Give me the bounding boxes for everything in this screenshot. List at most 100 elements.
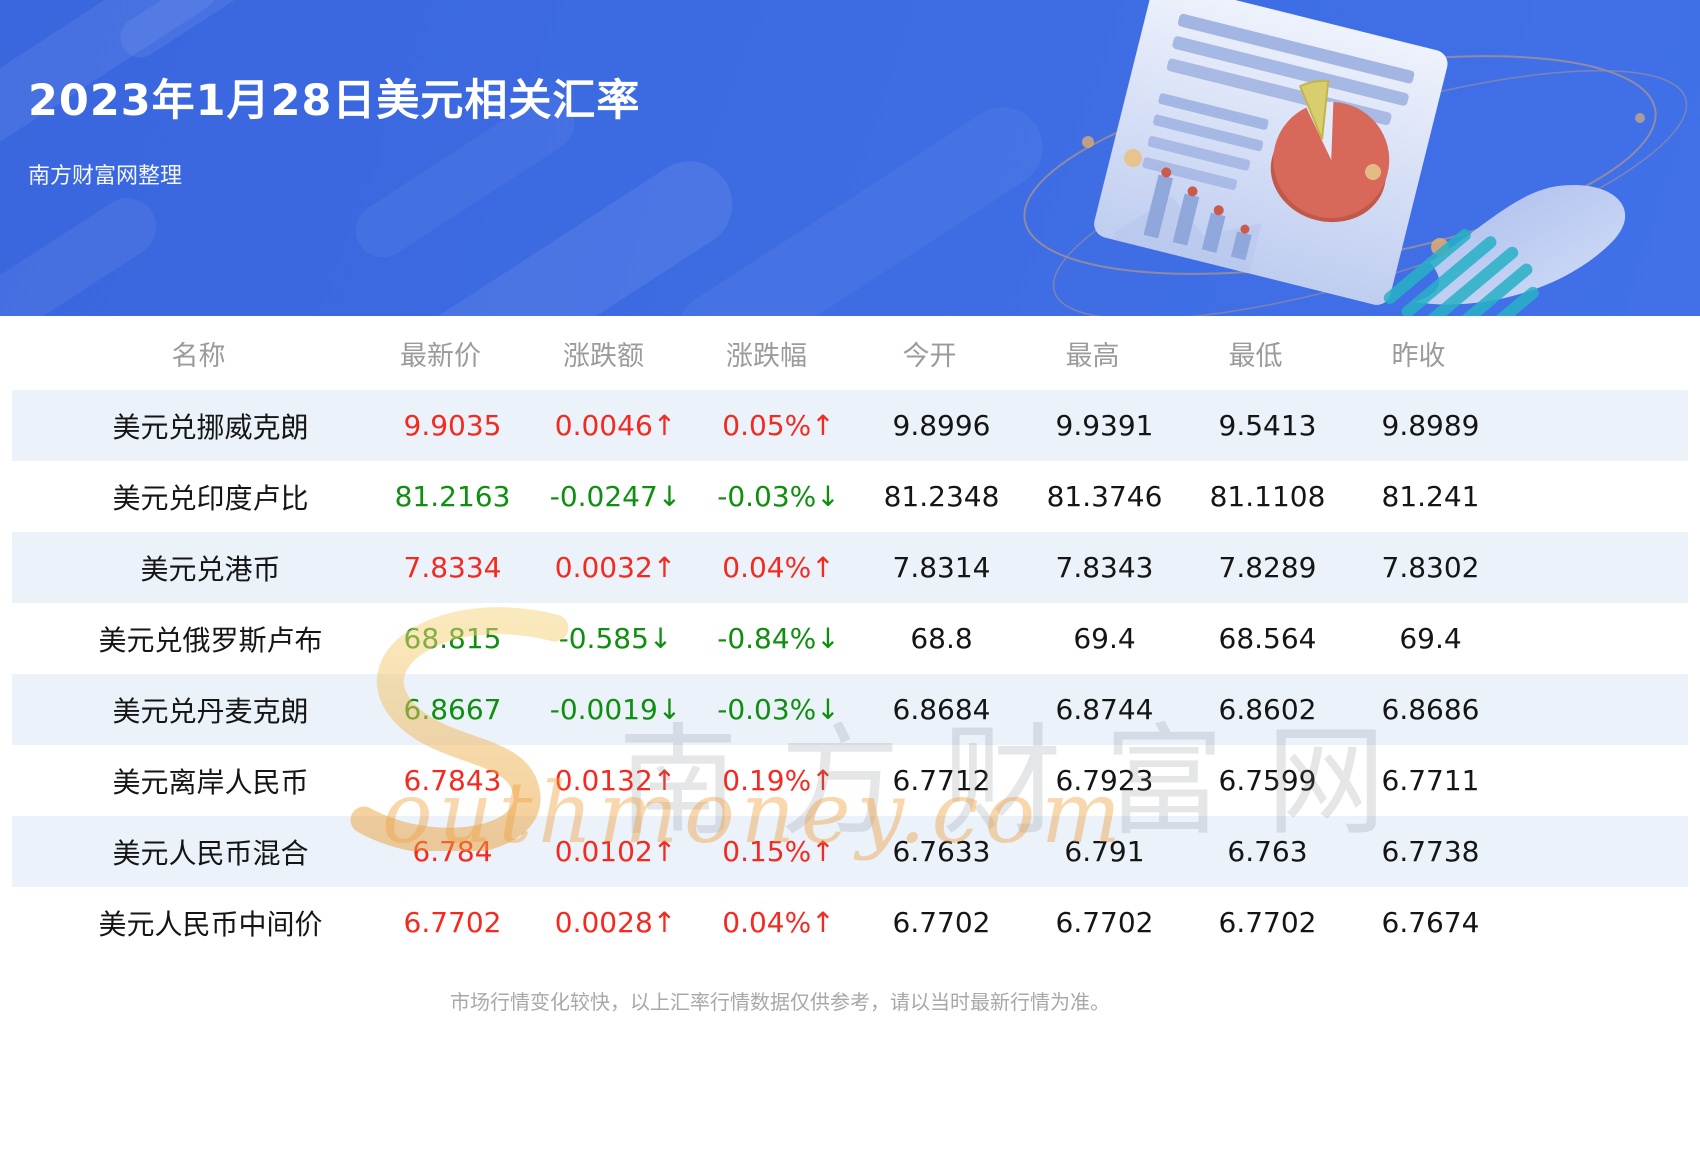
- pie-slice: [1298, 79, 1330, 140]
- cell-change: -0.585↓: [558, 622, 673, 655]
- cell-change: 0.0102↑: [554, 835, 677, 868]
- table-row: 美元兑俄罗斯卢布 68.815 -0.585↓ -0.84%↓ 68.8 69.4 68.5…: [12, 603, 1688, 674]
- cell-change-pct: 0.19%↑: [722, 764, 835, 797]
- bar-dots: [1161, 167, 1250, 234]
- cell-high: 81.3746: [1046, 480, 1163, 513]
- disclaimer-text: 市场行情变化较快，以上汇率行情数据仅供参考，请以当时最新行情为准。: [450, 990, 1110, 1014]
- cell-prev-close: 7.8302: [1381, 551, 1480, 584]
- cell-low: 6.8602: [1218, 693, 1317, 726]
- cell-high: 7.8343: [1055, 551, 1154, 584]
- cell-high: 6.791: [1064, 835, 1145, 868]
- text-line: [1158, 93, 1269, 130]
- table-row: 美元离岸人民币 6.7843 0.0132↑ 0.19%↑ 6.7712 6.7923 6.…: [12, 745, 1688, 816]
- column-header-prev-close: 昨收: [1391, 340, 1446, 372]
- cell-name: 美元离岸人民币: [112, 765, 309, 799]
- text-line: [1153, 114, 1264, 152]
- cell-high: 6.7702: [1055, 906, 1154, 939]
- cell-high: 9.9391: [1055, 409, 1154, 442]
- banner-stripe: [0, 187, 168, 316]
- cell-name: 美元兑港币: [140, 552, 281, 586]
- cell-name: 美元人民币混合: [112, 836, 309, 870]
- cell-latest: 9.9035: [403, 409, 502, 442]
- cell-change-pct: -0.84%↓: [717, 622, 840, 655]
- cell-open: 68.8: [910, 622, 973, 655]
- cell-change-pct: -0.03%↓: [717, 480, 840, 513]
- cell-latest: 6.8667: [403, 693, 502, 726]
- cell-open: 6.7702: [892, 906, 991, 939]
- cell-prev-close: 81.241: [1381, 480, 1480, 513]
- page-title: 2023年1月28日美元相关汇率: [28, 76, 641, 126]
- cell-prev-close: 6.7674: [1381, 906, 1480, 939]
- text-line: [1147, 135, 1251, 171]
- cell-high: 6.8744: [1055, 693, 1154, 726]
- cell-change: 0.0132↑: [554, 764, 677, 797]
- paper-sheet: [1094, 0, 1448, 305]
- cell-low: 7.8289: [1218, 551, 1317, 584]
- table-row: 美元人民币中间价 6.7702 0.0028↑ 0.04%↑ 6.7702 6.7702 6…: [12, 887, 1688, 958]
- cell-open: 6.7712: [892, 764, 991, 797]
- cell-change: 0.0028↑: [554, 906, 677, 939]
- rates-table: 南方财富网 outhmoney.com 名称 最新价 涨跌额 涨跌幅 今开 最高…: [0, 316, 1700, 1015]
- cell-prev-close: 6.8686: [1381, 693, 1480, 726]
- cell-change-pct: 0.04%↑: [722, 551, 835, 584]
- cell-open: 6.8684: [892, 693, 991, 726]
- cell-low: 68.564: [1218, 622, 1317, 655]
- cell-latest: 6.7702: [403, 906, 502, 939]
- table-row: 美元兑挪威克朗 9.9035 0.0046↑ 0.05%↑ 9.8996 9.9391 9.…: [12, 390, 1688, 461]
- table-row: 美元兑印度卢比 81.2163 -0.0247↓ -0.03%↓ 81.2348 81.3…: [12, 461, 1688, 532]
- cell-high: 6.7923: [1055, 764, 1154, 797]
- cell-change: 0.0046↑: [554, 409, 677, 442]
- orbit-spheres: [1082, 113, 1645, 256]
- cell-prev-close: 6.7711: [1381, 764, 1480, 797]
- table-row: 美元兑港币 7.8334 0.0032↑ 0.04%↑ 7.8314 7.8343 7.82…: [12, 532, 1688, 603]
- cell-latest: 81.2163: [394, 480, 511, 513]
- cell-low: 6.7599: [1218, 764, 1317, 797]
- column-header-change-amount: 涨跌额: [563, 340, 644, 372]
- pie-chart: [1270, 79, 1390, 223]
- column-header-high: 最高: [1065, 340, 1120, 372]
- paper-curl: [1415, 184, 1626, 305]
- cell-open: 81.2348: [883, 480, 1000, 513]
- cell-name: 美元兑丹麦克朗: [112, 694, 309, 728]
- cell-low: 6.763: [1227, 835, 1308, 868]
- table-row: 美元人民币混合 6.784 0.0102↑ 0.15%↑ 6.7633 6.791 6.76…: [12, 816, 1688, 887]
- cell-open: 6.7633: [892, 835, 991, 868]
- cell-low: 81.1108: [1209, 480, 1326, 513]
- page-subtitle: 南方财富网整理: [28, 164, 183, 189]
- column-header-name: 名称: [171, 340, 226, 372]
- column-header-low: 最低: [1228, 340, 1283, 372]
- cell-change-pct: 0.15%↑: [722, 835, 835, 868]
- cell-change-pct: -0.03%↓: [717, 693, 840, 726]
- text-line: [1172, 36, 1409, 106]
- cell-name: 美元兑挪威克朗: [112, 410, 309, 444]
- table-row: 美元兑丹麦克朗 6.8667 -0.0019↓ -0.03%↓ 6.8684 6.8744…: [12, 674, 1688, 745]
- banner: 2023年1月28日美元相关汇率 南方财富网整理: [0, 0, 1700, 316]
- cell-low: 6.7702: [1218, 906, 1317, 939]
- text-line: [1142, 157, 1237, 190]
- cell-latest: 7.8334: [403, 551, 502, 584]
- cell-name: 美元人民币中间价: [98, 907, 323, 941]
- cell-change-pct: 0.04%↑: [722, 906, 835, 939]
- cell-change: -0.0019↓: [549, 693, 682, 726]
- cell-latest: 68.815: [403, 622, 502, 655]
- cell-open: 9.8996: [892, 409, 991, 442]
- table-body: 美元兑挪威克朗 9.9035 0.0046↑ 0.05%↑ 9.8996 9.9391 9.…: [0, 390, 1700, 958]
- column-header-open: 今开: [902, 340, 957, 372]
- text-line: [1177, 13, 1415, 84]
- cell-prev-close: 69.4: [1399, 622, 1462, 655]
- cell-latest: 6.7843: [403, 764, 502, 797]
- column-header-latest-price: 最新价: [400, 340, 481, 372]
- column-header-change-percent: 涨跌幅: [726, 340, 807, 372]
- cell-name: 美元兑印度卢比: [112, 481, 309, 515]
- cell-prev-close: 9.8989: [1381, 409, 1480, 442]
- cell-prev-close: 6.7738: [1381, 835, 1480, 868]
- financial-report-illustration: [1023, 0, 1688, 316]
- bar-chart: [1143, 174, 1252, 261]
- cell-open: 7.8314: [892, 551, 991, 584]
- cell-low: 9.5413: [1218, 409, 1317, 442]
- cell-change-pct: 0.05%↑: [722, 409, 835, 442]
- cell-change: -0.0247↓: [549, 480, 682, 513]
- cell-name: 美元兑俄罗斯卢布: [98, 623, 323, 657]
- cell-change: 0.0032↑: [554, 551, 677, 584]
